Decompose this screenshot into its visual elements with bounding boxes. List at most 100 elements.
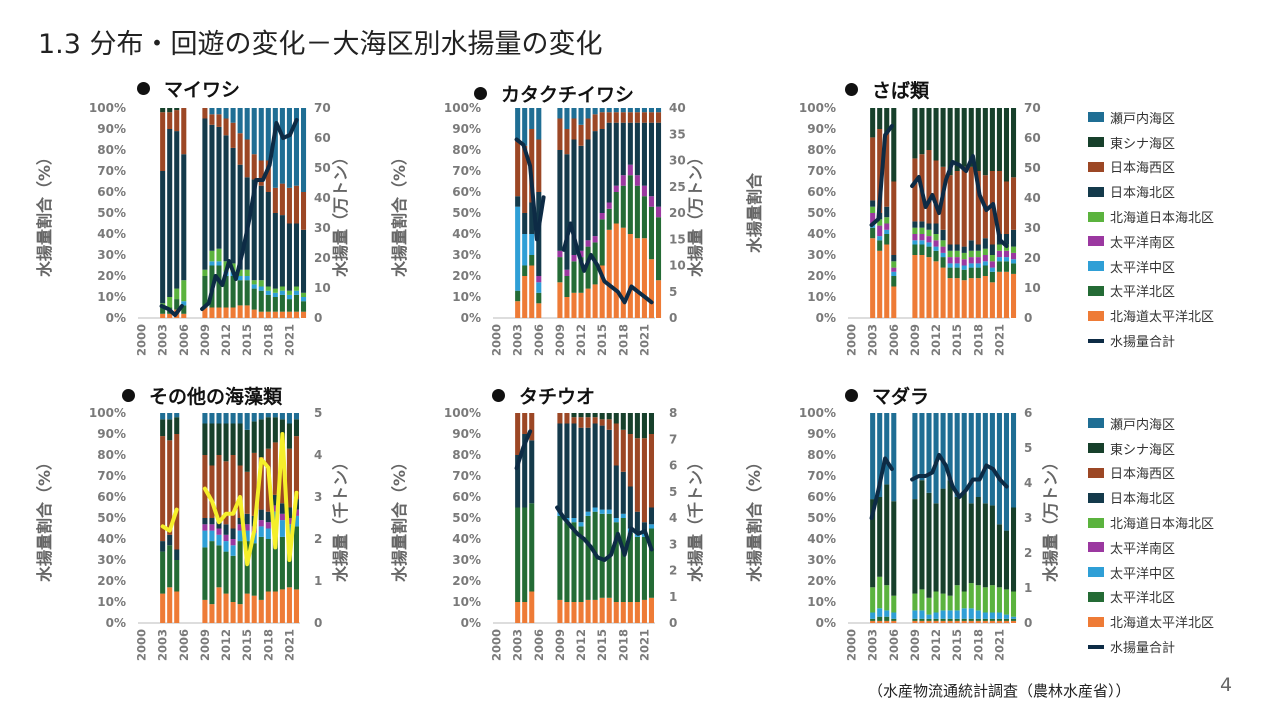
y-right-tick-label: 6: [669, 459, 677, 473]
bar-segment: [174, 288, 180, 300]
bar-segment: [940, 618, 946, 621]
bar-segment: [947, 278, 953, 318]
y-right-axis-title: 水揚量（千トン）: [331, 454, 350, 582]
bar-segment: [613, 465, 619, 518]
bar-segment: [954, 278, 960, 318]
bar-2018: [975, 108, 981, 318]
bar-segment: [202, 108, 208, 119]
bar-segment: [272, 213, 278, 289]
bar-segment: [300, 108, 307, 192]
bar-segment: [599, 597, 605, 623]
bar-segment: [648, 434, 655, 508]
bar-segment: [655, 206, 662, 218]
x-tick-label: 2015: [595, 324, 609, 356]
y-left-tick-label: 30%: [452, 248, 481, 262]
bar-segment: [891, 271, 897, 276]
bar-segment: [599, 265, 605, 318]
bar-segment: [634, 438, 640, 512]
bar-2012: [933, 413, 939, 623]
bar-segment: [209, 541, 215, 605]
bar-segment: [919, 413, 925, 481]
bar-segment: [300, 301, 307, 312]
bar-segment: [522, 265, 528, 276]
bar-segment: [571, 255, 577, 262]
bar-segment: [258, 509, 264, 521]
bar-segment: [627, 532, 633, 602]
y-left-tick-label: 40%: [452, 532, 481, 546]
legend-item: 北海道日本海北区: [1088, 204, 1214, 229]
chart-title-text: カタクチイワシ: [501, 84, 635, 106]
y-left-tick-label: 70%: [452, 469, 481, 483]
bar-segment: [293, 436, 300, 500]
legend-item: 太平洋中区: [1088, 254, 1214, 279]
bar-segment: [167, 413, 173, 420]
bar-segment: [564, 413, 570, 424]
bar-segment: [293, 223, 300, 287]
legend-label: 北海道日本海北区: [1110, 211, 1215, 227]
bar-segment: [251, 108, 257, 155]
bar-segment: [620, 518, 626, 602]
chart-title-text: マイワシ: [164, 79, 241, 101]
bar-segment: [265, 413, 271, 418]
bar-segment: [174, 434, 180, 550]
legend-swatch: [1088, 137, 1104, 148]
bar-segment: [620, 602, 626, 623]
bar-segment: [641, 122, 647, 186]
y-right-tick-label: 40: [314, 191, 331, 205]
bar-segment: [230, 545, 236, 556]
x-tick-label: 2006: [177, 324, 191, 356]
bar-segment: [536, 303, 542, 318]
bar-segment: [244, 280, 250, 306]
bar-segment: [557, 515, 563, 600]
bar-segment: [209, 413, 215, 424]
bar-segment: [870, 213, 876, 224]
chart-maiwashi: 0% 10% 20% 30% 40% 50% 60% 70% 80% 90% 100% 0 10 20 30…: [0, 100, 355, 365]
bar-segment: [912, 244, 918, 255]
bar-segment: [181, 313, 187, 318]
bar-segment: [613, 185, 619, 192]
bar-2019: [982, 413, 988, 623]
bar-segment: [258, 536, 264, 600]
bar-2012: [223, 108, 229, 318]
bar-segment: [1003, 261, 1010, 272]
bar-segment: [982, 612, 988, 619]
bar-segment: [300, 297, 307, 302]
bar-segment: [160, 171, 166, 304]
bar-segment: [202, 524, 208, 531]
bar-segment: [265, 522, 271, 529]
bar-segment: [655, 280, 662, 318]
y-left-tick-label: 100%: [89, 406, 126, 420]
bar-2006: [891, 108, 897, 318]
bar-2013: [585, 413, 591, 623]
legend-label: 太平洋南区: [1110, 235, 1176, 251]
x-tick-label: 2000: [845, 324, 859, 356]
bar-segment: [912, 620, 918, 623]
x-tick-label: 2015: [240, 629, 254, 661]
bar-segment: [571, 417, 577, 424]
bar-segment: [877, 576, 883, 609]
bar-segment: [258, 599, 264, 623]
legend-label: 瀬戸内海区: [1110, 111, 1176, 127]
bar-segment: [641, 438, 647, 523]
y-right-tick-label: 10: [1024, 281, 1041, 295]
bar-segment: [599, 108, 605, 113]
bar-segment: [585, 240, 591, 247]
x-tick-label: 2009: [908, 324, 922, 356]
bar-2003: [160, 413, 166, 623]
y-right-axis-title: 水揚量（万トン）: [1041, 454, 1060, 582]
y-right-tick-label: 7: [669, 432, 677, 446]
bar-segment: [230, 307, 236, 318]
y-left-tick-label: 10%: [807, 595, 836, 609]
bar-segment: [634, 536, 640, 602]
bar-2015: [244, 413, 250, 623]
y-left-tick-label: 50%: [807, 206, 836, 220]
bar-segment: [522, 108, 528, 146]
legend-label: 東シナ海区: [1110, 136, 1176, 152]
bar-segment: [961, 252, 967, 260]
bar-segment: [954, 620, 960, 623]
bar-segment: [620, 185, 626, 228]
legend-item: 日本海西区: [1088, 461, 1214, 486]
y-right-tick-label: 2: [669, 564, 677, 578]
bar-segment: [877, 219, 883, 226]
bar-segment: [648, 507, 655, 525]
